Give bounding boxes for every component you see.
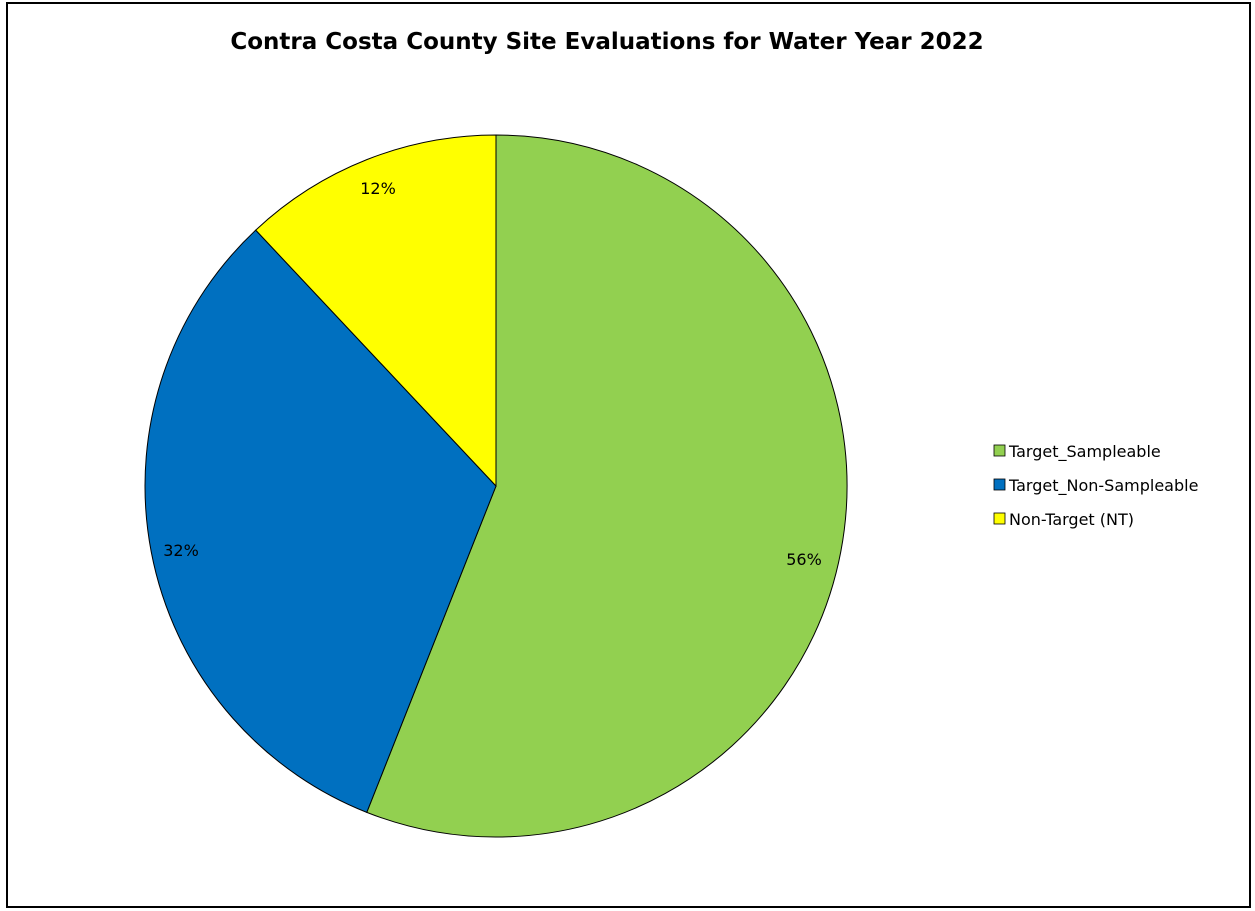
pie-slice-non-target-nt	[255, 134, 497, 488]
legend-label: Target_Sampleable	[1008, 442, 1161, 462]
legend-label: Non-Target (NT)	[1009, 510, 1134, 529]
pie-slice-target-sampleable	[366, 134, 848, 838]
legend: Target_Sampleable Target_Non-Sampleable No…	[993, 442, 1198, 529]
legend-swatch	[993, 512, 1006, 525]
legend-swatch	[993, 444, 1006, 457]
slice-data-label: 32%	[163, 541, 199, 560]
legend-swatch	[993, 478, 1006, 491]
pie-slices	[144, 134, 848, 838]
legend-label: Target_Non-Sampleable	[1008, 476, 1198, 496]
pie-slice-target-non-sampleable	[144, 229, 497, 814]
pie-slice-labels: 56% 32% 12%	[163, 179, 822, 569]
chart-title: Contra Costa County Site Evaluations for…	[230, 29, 983, 55]
slice-data-label: 12%	[360, 179, 396, 198]
slice-data-label: 56%	[786, 550, 822, 569]
